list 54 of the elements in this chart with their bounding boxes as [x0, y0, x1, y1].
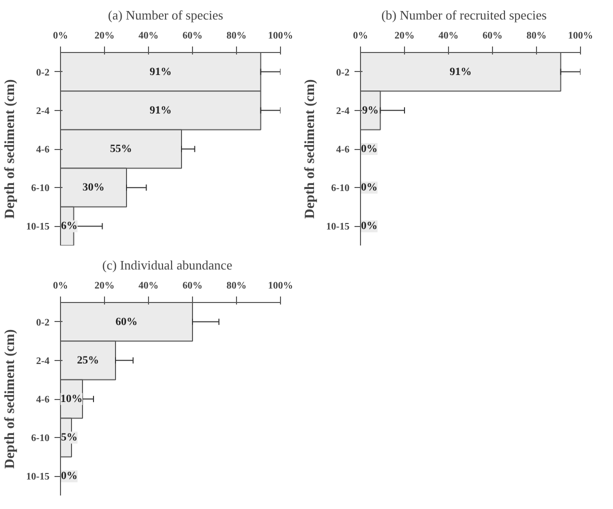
y-axis-title: Depth of sediment (cm) [303, 78, 318, 219]
y-tick-label: 0-2 [36, 67, 50, 78]
x-tick-label: 60% [482, 30, 502, 42]
data-label: 0% [61, 470, 78, 482]
data-label: 0% [361, 220, 378, 232]
data-label: 6% [61, 220, 78, 232]
y-tick-label: 10-15 [326, 222, 350, 233]
y-tick-label: 10-15 [26, 472, 50, 483]
y-tick-label: 10-15 [26, 222, 50, 233]
x-tick-label: 40% [438, 30, 458, 42]
data-label: 91% [150, 66, 172, 78]
y-tick-label: 4-6 [36, 394, 50, 406]
x-tick-label: 40% [138, 30, 158, 42]
y-tick-label: 0-2 [336, 67, 350, 78]
y-tick-label: 6-10 [31, 433, 50, 444]
y-tick-label: 4-6 [36, 144, 50, 156]
x-tick-label: 80% [226, 30, 246, 42]
y-tick-label: 4-6 [336, 144, 350, 156]
x-tick-label: 20% [394, 30, 414, 42]
x-tick-label: 80% [226, 280, 246, 292]
y-axis-title: Depth of sediment (cm) [3, 78, 18, 219]
x-tick-label: 60% [182, 30, 202, 42]
y-tick-label: 6-10 [331, 183, 350, 194]
data-label: 30% [82, 182, 104, 194]
x-tick-label: 0% [53, 30, 68, 42]
data-label: 91% [150, 104, 172, 116]
chart-title: (a) Number of species [108, 8, 224, 22]
x-tick-label: 100% [568, 30, 593, 42]
x-tick-label: 0% [353, 30, 368, 42]
y-tick-label: 2-4 [36, 106, 50, 117]
data-label: 5% [61, 432, 78, 444]
data-label: 0% [361, 182, 378, 194]
x-tick-label: 0% [53, 280, 68, 292]
data-label: 0% [361, 143, 378, 155]
x-tick-label: 20% [94, 30, 114, 42]
chart-title: (b) Number of recruited species [381, 8, 547, 22]
data-label: 55% [110, 143, 132, 155]
y-tick-label: 0-2 [36, 317, 50, 328]
data-label: 10% [60, 393, 82, 405]
x-tick-label: 100% [268, 30, 293, 42]
x-tick-label: 80% [526, 30, 546, 42]
data-label: 91% [450, 66, 472, 78]
y-tick-label: 6-10 [31, 183, 50, 194]
y-tick-label: 2-4 [336, 106, 350, 117]
x-tick-label: 20% [94, 280, 114, 292]
data-label: 60% [116, 316, 138, 328]
data-label: 9% [362, 104, 379, 116]
y-axis-title: Depth of sediment (cm) [3, 328, 18, 469]
x-tick-label: 60% [182, 280, 202, 292]
chart-title: (c) Individual abundance [102, 258, 232, 272]
y-tick-label: 2-4 [36, 356, 50, 367]
data-label: 25% [77, 354, 99, 366]
x-tick-label: 40% [138, 280, 158, 292]
x-tick-label: 100% [268, 280, 293, 292]
